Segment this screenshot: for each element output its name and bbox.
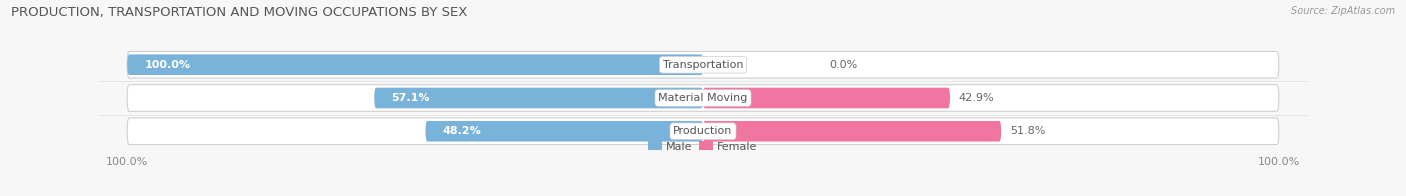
Text: 48.2%: 48.2% [443,126,481,136]
FancyBboxPatch shape [703,121,1001,142]
Text: Transportation: Transportation [662,60,744,70]
Text: Production: Production [673,126,733,136]
Text: PRODUCTION, TRANSPORTATION AND MOVING OCCUPATIONS BY SEX: PRODUCTION, TRANSPORTATION AND MOVING OC… [11,6,468,19]
Text: 0.0%: 0.0% [830,60,858,70]
Text: 51.8%: 51.8% [1010,126,1045,136]
FancyBboxPatch shape [127,51,1279,78]
FancyBboxPatch shape [127,85,1279,111]
Text: 42.9%: 42.9% [959,93,994,103]
FancyBboxPatch shape [703,88,950,108]
Text: Material Moving: Material Moving [658,93,748,103]
FancyBboxPatch shape [127,54,703,75]
FancyBboxPatch shape [374,88,703,108]
Legend: Male, Female: Male, Female [644,137,762,156]
FancyBboxPatch shape [127,118,1279,145]
Text: Source: ZipAtlas.com: Source: ZipAtlas.com [1291,6,1395,16]
Text: 100.0%: 100.0% [145,60,190,70]
Text: 57.1%: 57.1% [391,93,430,103]
FancyBboxPatch shape [426,121,703,142]
